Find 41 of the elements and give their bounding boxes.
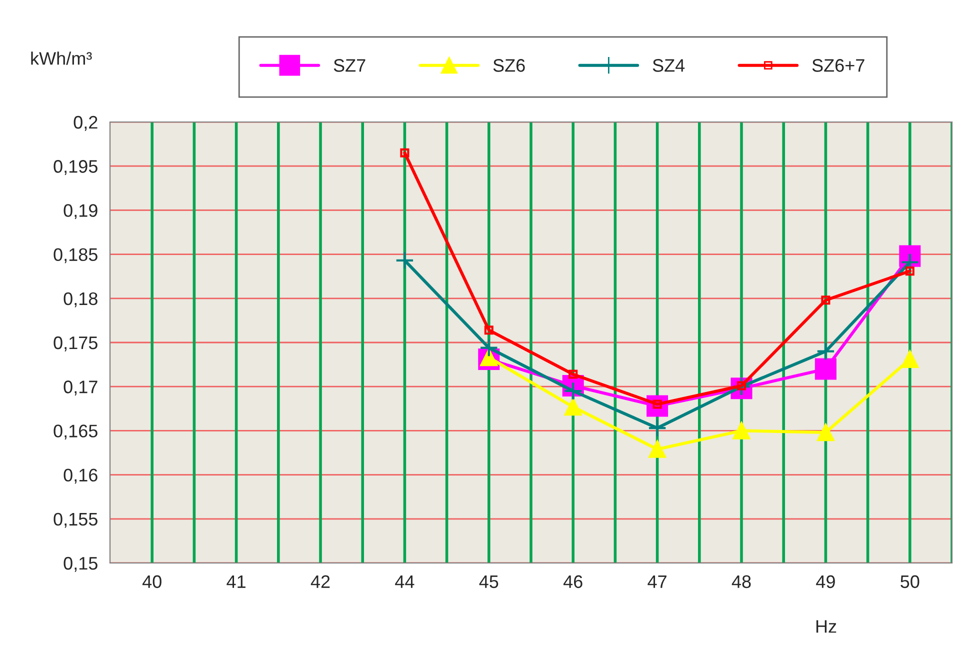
x-tick-label: 46 xyxy=(563,575,582,588)
legend-label: SZ7 xyxy=(334,59,366,72)
y-tick-label: 0,165 xyxy=(54,424,98,440)
y-tick-label: 0,19 xyxy=(64,204,98,220)
point xyxy=(648,418,667,438)
legend-label: SZ4 xyxy=(652,59,685,72)
point xyxy=(816,342,836,361)
y-tick-label: 0,2 xyxy=(74,116,98,131)
x-axis-title: Hz xyxy=(816,620,836,633)
y-tick-label: 0,195 xyxy=(54,160,98,175)
x-tick-label: 42 xyxy=(310,575,330,588)
point xyxy=(817,424,834,442)
x-tick-label: 50 xyxy=(900,575,920,588)
y-axis-title: kWh/m³ xyxy=(31,52,92,65)
point xyxy=(564,382,582,400)
point xyxy=(400,148,410,158)
x-tick-label: 45 xyxy=(479,575,498,588)
point xyxy=(732,377,751,396)
point xyxy=(901,350,919,368)
y-tick-label: 0,155 xyxy=(54,512,98,528)
y-tick-label: 0,18 xyxy=(64,292,98,308)
legend-label: SZ6+7 xyxy=(812,59,864,72)
x-tick-label: 44 xyxy=(395,575,414,588)
point xyxy=(480,338,498,358)
x-tick-label: 49 xyxy=(816,575,835,588)
point xyxy=(900,252,920,272)
legend-label: SZ6 xyxy=(493,59,525,72)
y-tick-label: 0,175 xyxy=(54,336,98,352)
point xyxy=(564,398,582,416)
x-tick-label: 41 xyxy=(226,575,246,588)
y-tick-label: 0,185 xyxy=(54,248,98,264)
point xyxy=(814,358,836,380)
point xyxy=(395,251,414,270)
x-tick-label: 47 xyxy=(648,575,666,588)
x-tick-label: 40 xyxy=(142,575,162,588)
point xyxy=(732,422,750,440)
y-tick-label: 0,15 xyxy=(64,556,98,572)
y-tick-label: 0,17 xyxy=(64,380,98,396)
point xyxy=(648,440,666,458)
x-tick-label: 48 xyxy=(732,575,751,588)
y-tick-label: 0,16 xyxy=(64,468,98,484)
